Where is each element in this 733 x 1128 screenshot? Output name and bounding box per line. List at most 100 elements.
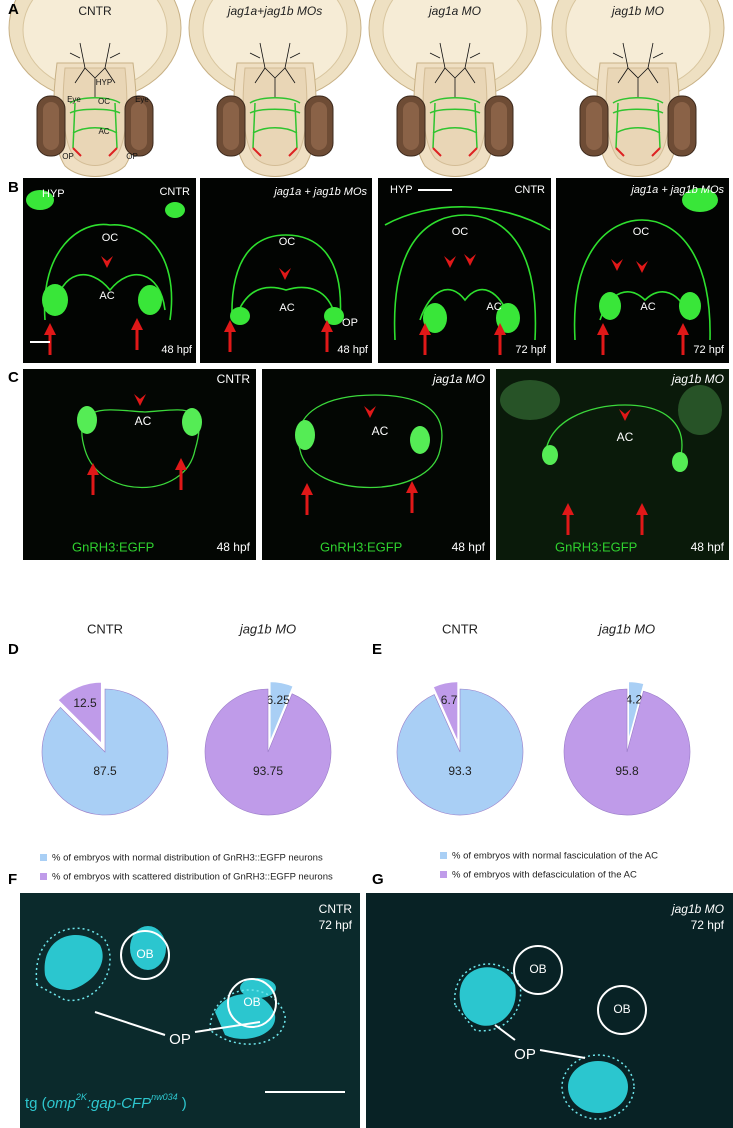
annotation: jag1a MO (431, 372, 485, 386)
annotation: jag1a + jag1b MOs (272, 186, 367, 198)
panel-letter: G (372, 871, 384, 888)
pie-title: jag1b MO (597, 621, 655, 636)
annotation: AC (279, 302, 294, 314)
annotation: HYP (96, 78, 112, 87)
annotation: OP (62, 152, 74, 161)
pie-title: jag1b MO (238, 621, 296, 636)
legend-swatch (40, 854, 47, 861)
legend-label: % of embryos with normal distribution of… (52, 853, 323, 864)
text-part: ) (178, 1095, 187, 1112)
annotation: OP (342, 317, 358, 329)
pie-slice (431, 680, 460, 745)
legend-swatch (40, 873, 47, 880)
legend-label: % of embryos with defasciculation of the… (452, 870, 637, 881)
annotation: AC (135, 414, 152, 428)
annotation: 48 hpf (217, 540, 251, 554)
pie-slice (396, 688, 524, 816)
annotation: OP (126, 152, 138, 161)
annotation: 48 hpf (452, 540, 486, 554)
panel-pies: D E CNTR 87.5 12.5 jag1b MO 6.25 93.75 % of em… (8, 621, 691, 883)
pie-slice (627, 680, 646, 745)
pie-title: CNTR (442, 621, 478, 636)
slice-label: 6.25 (266, 693, 290, 707)
annotation: AC (486, 301, 501, 313)
panel-letter: B (8, 179, 19, 196)
annotation: 48 hpf (161, 344, 193, 356)
text-part: nw034 (151, 1092, 178, 1102)
annotation: 72 hpf (319, 918, 353, 932)
annotation: 72 hpf (515, 344, 547, 356)
annotation: 48 hpf (691, 540, 725, 554)
panel-title: CNTR (78, 4, 112, 18)
annotation: CNTR (217, 372, 251, 386)
annotation: AC (99, 290, 114, 302)
annotation: HYP (390, 184, 413, 196)
annotation: AC (98, 127, 109, 136)
text-part: :gap-CFP (87, 1095, 151, 1112)
text-part: 2K (75, 1092, 88, 1102)
slice-label: 4.2 (626, 693, 643, 707)
annotation: AC (617, 430, 634, 444)
pie-slice (268, 680, 295, 745)
pie-slice (55, 680, 103, 748)
annotation: jag1b MO (670, 902, 724, 916)
panel-c: C CNTR AC GnRH3:EGFP 48 hpf jag1a MO AC … (8, 369, 729, 560)
annotation: 72 hpf (691, 918, 725, 932)
panel-title: jag1a+jag1b MOs (226, 4, 322, 18)
annotation: Eye (135, 95, 149, 104)
annotation: CNTR (159, 186, 190, 198)
slice-label: 95.8 (615, 764, 639, 778)
legend-swatch (440, 852, 447, 859)
annotation: CNTR (319, 902, 353, 916)
pie-title: CNTR (87, 621, 123, 636)
annotation: GnRH3:EGFP (320, 539, 402, 554)
annotation: OC (633, 226, 650, 238)
slice-label: 93.3 (448, 764, 472, 778)
panel-letter: F (8, 871, 17, 888)
annotation: OC (279, 236, 296, 248)
panel-b: B HYP (8, 178, 729, 363)
panel-f-g: F G CNTR 72 hpf OB OB OP tg (8, 871, 733, 1128)
pie-slice (204, 688, 332, 816)
annotation: OC (452, 226, 469, 238)
annotation: OC (98, 97, 110, 106)
annotation: OB (613, 1002, 630, 1016)
panel-letter: C (8, 369, 19, 386)
legend-label: % of embryos with scattered distribution… (52, 872, 333, 883)
text-part: tg ( (25, 1095, 47, 1112)
pie-slice (563, 688, 691, 816)
panel-letter: D (8, 641, 19, 658)
annotation: OB (243, 995, 260, 1009)
pie-slice (41, 688, 169, 816)
slice-label: 6.7 (441, 693, 458, 707)
panel-title: jag1b MO (610, 4, 664, 18)
annotation: GnRH3:EGFP (72, 539, 154, 554)
text-part: omp (47, 1095, 76, 1112)
transgene-label: tg (omp2K:gap-CFPnw034 ) (25, 1092, 187, 1112)
annotation: 48 hpf (337, 344, 369, 356)
annotation: OP (514, 1046, 536, 1063)
annotation: OB (529, 962, 546, 976)
annotation: OC (102, 232, 119, 244)
annotation: AC (372, 424, 389, 438)
legend-label: % of embryos with normal fasciculation o… (452, 851, 658, 862)
annotation: jag1a + jag1b MOs (629, 184, 724, 196)
annotation: 72 hpf (693, 344, 725, 356)
panel-a: A CNTR jag1a+jag1b MOs jag1a MO jag1b MO… (8, 0, 725, 178)
panel-letter: E (372, 641, 382, 658)
annotation: CNTR (514, 184, 545, 196)
panel-letter: A (8, 1, 19, 18)
slice-label: 87.5 (93, 764, 117, 778)
annotation: HYP (42, 188, 65, 200)
annotation: OP (169, 1031, 191, 1048)
panel-title: jag1a MO (427, 4, 481, 18)
annotation: jag1b MO (670, 372, 724, 386)
legend-swatch (440, 871, 447, 878)
annotation: OB (136, 947, 153, 961)
slice-label: 93.75 (253, 764, 283, 778)
annotation: GnRH3:EGFP (555, 539, 637, 554)
slice-label: 12.5 (73, 696, 97, 710)
annotation: AC (640, 301, 655, 313)
annotation: Eye (67, 95, 81, 104)
